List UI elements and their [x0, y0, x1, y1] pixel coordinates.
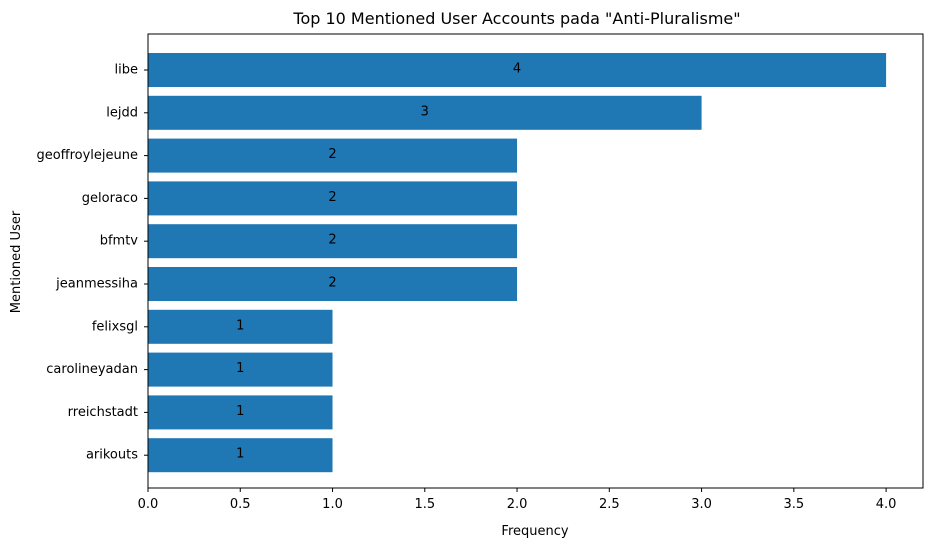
- y-tick-label-bfmtv: bfmtv: [100, 234, 139, 249]
- y-tick-label-carolineyadan: carolineyadan: [46, 362, 138, 377]
- x-axis: 0.0 0.5 1.0 1.5 2.0 2.5 3.0 3.5 4.0: [138, 488, 897, 512]
- x-tick-label-3.0: 3.0: [691, 497, 712, 512]
- value-label-carolineyadan: 1: [236, 361, 244, 376]
- value-label-bfmtv: 2: [328, 233, 336, 248]
- bar-jeanmessiha: [148, 267, 518, 301]
- x-tick-label-0.0: 0.0: [138, 497, 159, 512]
- value-label-rreichstadt: 1: [236, 404, 244, 419]
- bar-felixsgl: [148, 309, 333, 344]
- x-tick-label-2.0: 2.0: [507, 497, 528, 512]
- bars-layer: [148, 53, 887, 473]
- x-tick-label-4.0: 4.0: [876, 497, 897, 512]
- x-tick-label-1.5: 1.5: [414, 497, 435, 512]
- value-label-geoffroylejeune: 2: [328, 147, 336, 162]
- y-tick-label-arikouts: arikouts: [86, 448, 138, 463]
- x-tick-label-0.5: 0.5: [230, 497, 251, 512]
- bar-arikouts: [148, 438, 333, 473]
- value-label-geloraco: 2: [328, 190, 336, 205]
- y-tick-label-rreichstadt: rreichstadt: [68, 405, 138, 420]
- value-label-lejdd: 3: [421, 104, 429, 119]
- y-axis-label: Mentioned User: [9, 210, 24, 313]
- bar-libe: [148, 53, 887, 87]
- bar-geloraco: [148, 181, 518, 216]
- bar-carolineyadan: [148, 352, 333, 387]
- value-labels-layer: 4 3 2 2 2 2 1 1 1 1: [236, 62, 521, 462]
- bar-bfmtv: [148, 224, 518, 259]
- value-label-libe: 4: [513, 62, 521, 77]
- y-tick-label-libe: libe: [115, 63, 138, 78]
- x-tick-label-1.0: 1.0: [322, 497, 343, 512]
- value-label-felixsgl: 1: [236, 318, 244, 333]
- value-label-arikouts: 1: [236, 447, 244, 462]
- y-axis: libe lejdd geoffroylejeune geloraco bfmtv jea…: [36, 63, 148, 463]
- bar-geoffroylejeune: [148, 138, 518, 173]
- x-tick-label-3.5: 3.5: [783, 497, 804, 512]
- y-tick-label-geoffroylejeune: geoffroylejeune: [36, 148, 138, 163]
- y-tick-label-felixsgl: felixsgl: [92, 319, 138, 334]
- chart-title: Top 10 Mentioned User Accounts pada "Ant…: [292, 9, 740, 28]
- y-tick-label-jeanmessiha: jeanmessiha: [55, 277, 138, 292]
- y-tick-label-geloraco: geloraco: [82, 191, 138, 206]
- plot-frame: [147, 33, 924, 489]
- y-tick-label-lejdd: lejdd: [106, 105, 138, 120]
- bar-lejdd: [148, 95, 702, 130]
- x-axis-label: Frequency: [501, 524, 568, 539]
- value-label-jeanmessiha: 2: [328, 276, 336, 291]
- bar-rreichstadt: [148, 395, 333, 430]
- x-tick-label-2.5: 2.5: [599, 497, 620, 512]
